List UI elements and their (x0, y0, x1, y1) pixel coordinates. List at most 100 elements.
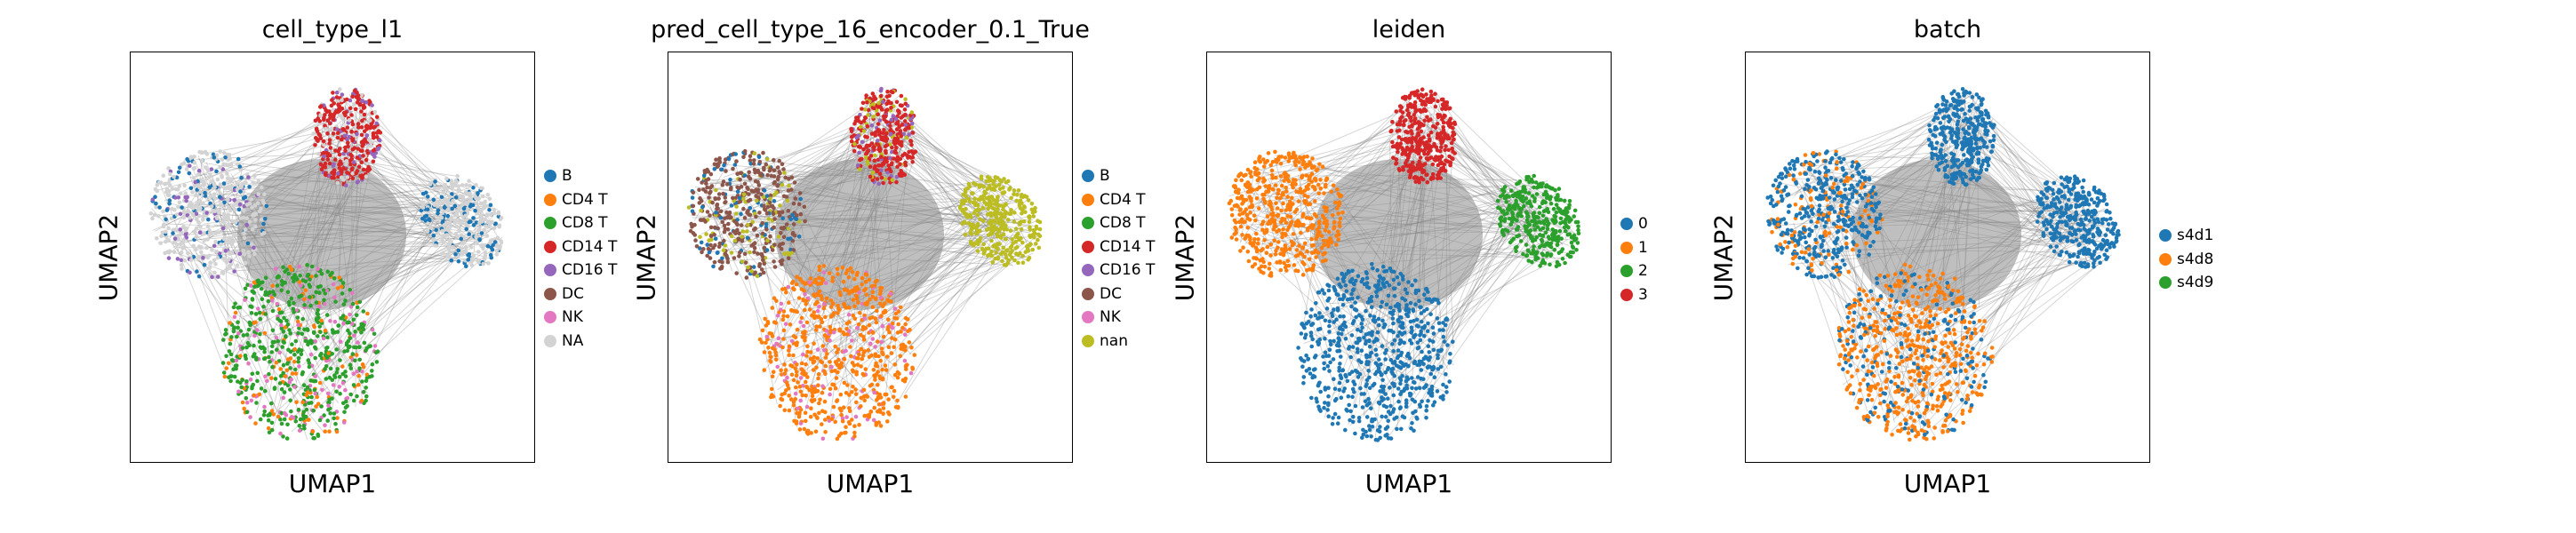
edge (901, 127, 1026, 198)
data-point (729, 203, 734, 208)
edge (1260, 199, 1280, 251)
data-point (340, 380, 346, 386)
data-point (241, 248, 245, 253)
data-point (739, 184, 744, 189)
data-point (739, 211, 743, 217)
data-point (464, 218, 469, 222)
data-point (351, 398, 356, 403)
data-point (181, 215, 187, 220)
data-point (1302, 254, 1307, 259)
data-point (1284, 220, 1289, 225)
data-point (1004, 237, 1008, 242)
data-point (497, 224, 501, 229)
data-point (862, 316, 867, 321)
data-point (182, 183, 187, 188)
data-point (1251, 187, 1256, 193)
edge (1279, 128, 1442, 168)
data-point (449, 179, 454, 183)
legend-item: DC (544, 282, 617, 306)
data-point (223, 328, 228, 332)
data-point (831, 404, 836, 410)
data-point (278, 417, 283, 422)
data-point (869, 382, 875, 387)
data-point (200, 158, 204, 163)
data-point (759, 173, 764, 178)
data-point (321, 150, 326, 155)
data-point (772, 225, 776, 230)
data-point (293, 367, 298, 372)
data-point (881, 334, 886, 339)
data-point (361, 364, 366, 370)
data-point (724, 157, 728, 162)
data-point (981, 251, 987, 256)
data-point (752, 151, 757, 155)
data-point (297, 364, 301, 369)
data-point (340, 314, 346, 318)
data-point (335, 135, 340, 140)
data-point (789, 372, 795, 378)
edge (162, 232, 324, 433)
data-point (747, 192, 751, 196)
data-point (1319, 234, 1324, 239)
data-point (815, 356, 820, 361)
data-point (217, 210, 222, 215)
data-point (258, 345, 263, 350)
data-point (841, 405, 846, 410)
data-point (715, 206, 719, 211)
scatter-plot (1227, 87, 1581, 442)
data-point (814, 299, 820, 305)
data-point (764, 211, 770, 216)
data-point (260, 185, 264, 190)
data-point (332, 176, 336, 180)
data-point (865, 159, 869, 164)
data-point (281, 434, 285, 439)
data-point (814, 280, 819, 285)
data-point (221, 181, 227, 186)
data-point (331, 282, 336, 287)
data-point (420, 205, 426, 210)
data-point (364, 100, 369, 105)
data-point (708, 256, 713, 260)
data-point (287, 379, 292, 385)
data-point (241, 195, 246, 201)
data-point (1287, 247, 1292, 251)
data-point (431, 234, 436, 238)
data-point (281, 362, 286, 368)
data-point (1009, 208, 1013, 212)
data-point (1250, 264, 1255, 269)
data-point (476, 250, 481, 254)
data-point (1276, 245, 1280, 251)
edge (879, 146, 1006, 187)
data-point (1320, 164, 1325, 169)
data-point (900, 171, 906, 176)
data-point (310, 429, 316, 434)
data-point (451, 244, 455, 250)
data-point (364, 386, 369, 390)
data-point (1294, 248, 1300, 252)
data-point (323, 429, 327, 434)
data-point (316, 402, 321, 407)
data-point (328, 146, 333, 150)
data-point (308, 277, 312, 282)
data-point (209, 167, 214, 171)
data-point (1027, 219, 1032, 225)
data-point (198, 244, 204, 250)
data-point (253, 218, 258, 222)
data-point (740, 235, 744, 239)
data-point (330, 396, 334, 401)
data-point (234, 358, 239, 363)
data-point (325, 157, 331, 162)
edge (834, 249, 983, 421)
data-point (183, 191, 188, 195)
data-point (800, 393, 804, 398)
data-point (742, 181, 748, 187)
data-point (831, 330, 836, 335)
data-point (243, 353, 248, 358)
data-point (1275, 206, 1280, 211)
data-point (1263, 184, 1268, 188)
data-point (252, 343, 256, 348)
data-point (1010, 237, 1014, 242)
data-point (860, 100, 866, 106)
data-point (781, 227, 786, 231)
data-point (191, 243, 196, 249)
